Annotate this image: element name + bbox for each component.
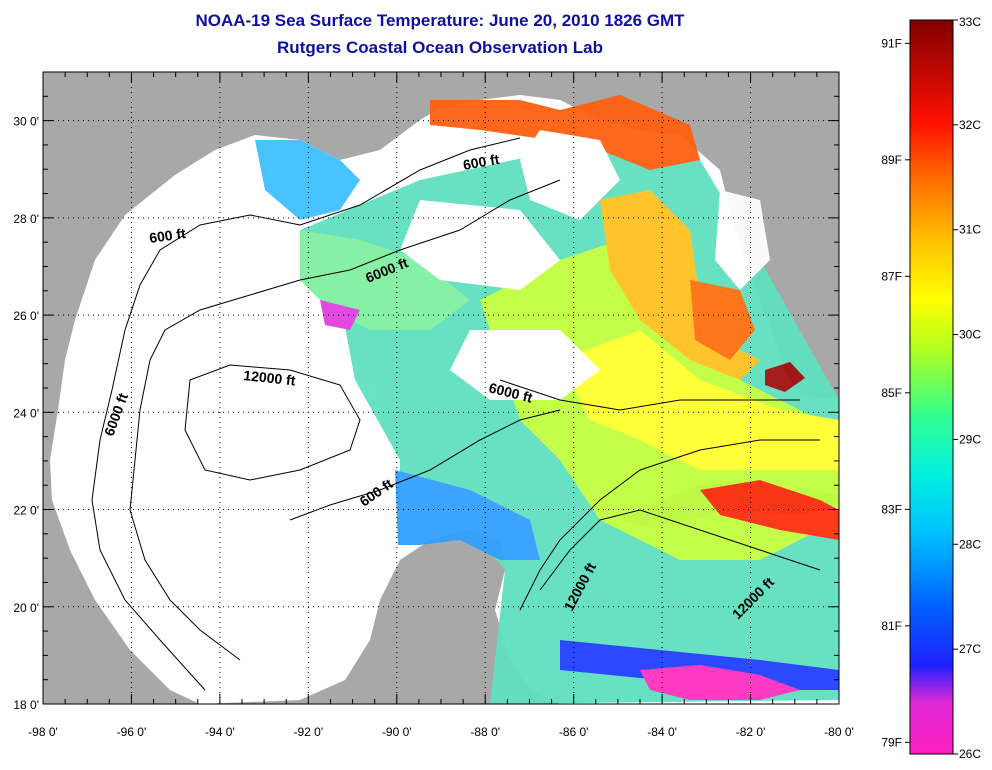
contour-label: 600 ft (462, 151, 501, 173)
bathymetry-contours (91, 137, 821, 691)
y-tick-label: 28 0' (13, 212, 39, 226)
sst-data-field (255, 95, 839, 704)
x-tick-label: -98 0' (28, 725, 58, 739)
x-tick-label: -90 0' (382, 725, 412, 739)
axis-ticks (42, 71, 840, 705)
x-tick-label: -96 0' (117, 725, 147, 739)
colorbar-celsius-label: 26C (959, 747, 981, 761)
contour-600ft-south (289, 409, 561, 521)
x-tick-label: -92 0' (294, 725, 324, 739)
colorbar (909, 19, 954, 755)
colorbar-fahrenheit-label: 79F (881, 735, 902, 749)
map-subtitle: Rutgers Coastal Ocean Observation Lab (277, 38, 603, 57)
contour-6000ft-yucatan (519, 439, 820, 611)
x-tick-label: -80 0' (824, 725, 854, 739)
colorbar-celsius-label: 32C (959, 118, 981, 132)
contour-6000ft-west (129, 179, 561, 661)
colorbar-fahrenheit-labels: 91F 89F 87F 85F 83F 81F 79F (881, 36, 902, 749)
colorbar-fahrenheit-label: 85F (881, 386, 902, 400)
colorbar-fahrenheit-label: 91F (881, 36, 902, 50)
colorbar-fahrenheit-label: 89F (881, 153, 902, 167)
colorbar-celsius-label: 27C (959, 642, 981, 656)
colorbar-celsius-label: 30C (959, 328, 981, 342)
contour-label: 600 ft (148, 225, 187, 246)
x-tick-label: -86 0' (559, 725, 589, 739)
x-tick-label: -84 0' (647, 725, 677, 739)
y-tick-label: 18 0' (13, 698, 39, 712)
contour-12000ft-east (539, 509, 821, 591)
y-axis-labels: 30 0' 28 0' 26 0' 24 0' 22 0' 20 0' 18 0' (13, 115, 39, 712)
x-tick-label: -88 0' (470, 725, 500, 739)
y-tick-label: 20 0' (13, 601, 39, 615)
x-tick-label: -94 0' (205, 725, 235, 739)
contour-label: 12000 ft (243, 367, 297, 388)
colorbar-celsius-label: 31C (959, 223, 981, 237)
y-tick-label: 30 0' (13, 115, 39, 129)
y-tick-label: 26 0' (13, 309, 39, 323)
contour-600ft-west (91, 137, 521, 691)
colorbar-fahrenheit-label: 87F (881, 269, 902, 283)
colorbar-fahrenheit-label: 81F (881, 619, 902, 633)
y-tick-label: 22 0' (13, 504, 39, 518)
contour-6000ft-east (499, 379, 800, 411)
colorbar-celsius-label: 33C (959, 15, 981, 29)
colorbar-celsius-label: 28C (959, 537, 981, 551)
colorbar-fahrenheit-label: 83F (881, 502, 902, 516)
map-title: NOAA-19 Sea Surface Temperature: June 20… (195, 11, 685, 30)
x-tick-label: -82 0' (736, 725, 766, 739)
y-tick-label: 24 0' (13, 406, 39, 420)
map-area: 600 ft 6000 ft 600 ft 12000 ft 6000 ft 6… (43, 72, 839, 704)
x-axis-labels: -98 0' -96 0' -94 0' -92 0' -90 0' -88 0' -86 … (28, 725, 854, 739)
colorbar-celsius-labels: 33C 32C 31C 30C 29C 28C 27C 26C (959, 15, 981, 761)
map-grid (43, 72, 839, 704)
contour-12000ft (184, 364, 361, 481)
colorbar-celsius-label: 29C (959, 432, 981, 446)
colorbar-ticks (905, 19, 958, 755)
